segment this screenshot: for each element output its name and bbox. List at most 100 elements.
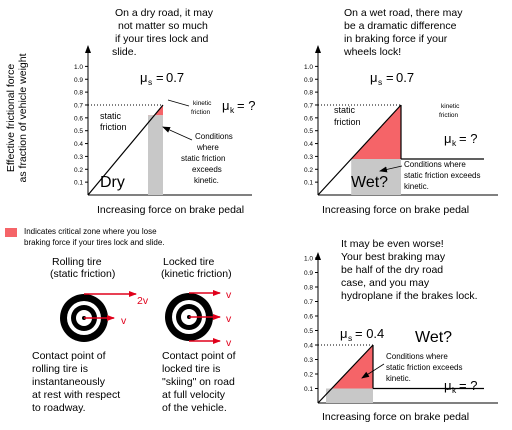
- wet-caption-line-2: be a dramatic difference: [344, 20, 457, 32]
- wet-tick-label: 0.2: [304, 167, 313, 174]
- dry-caption-line-4: slide.: [112, 46, 137, 58]
- dry-x-axis-label: Increasing force on brake pedal: [97, 204, 244, 216]
- wet-road-chart: On a wet road, there may be a dramatic d…: [304, 7, 498, 216]
- worse-case-chart: It may be even worse! Your best braking …: [304, 238, 498, 423]
- dry-tick-label: 0.5: [74, 128, 83, 135]
- wet-conditions-line-3: kinetic.: [404, 182, 429, 191]
- wet-conditions-line-2: static friction exceeds: [404, 171, 480, 180]
- worse-tick-label: 0.4: [304, 343, 313, 350]
- dry-tick-label: 0.9: [74, 77, 83, 84]
- legend-line-2: braking force if your tires lock and sli…: [24, 238, 165, 247]
- dry-conditions-line-2: where: [196, 143, 219, 152]
- worse-static-line: [317, 344, 374, 404]
- dry-tick-label: 0.6: [74, 115, 83, 122]
- legend-swatch: [5, 228, 17, 237]
- worse-mu-s-subscript: s: [348, 333, 352, 343]
- wet-axes: [315, 45, 498, 196]
- dry-mu-s-value: 0.7: [166, 70, 184, 85]
- dry-conditions-line-4: exceeds: [192, 165, 222, 174]
- dry-mu-s-equals: =: [156, 70, 164, 85]
- worse-tick-label: 0.1: [304, 386, 313, 393]
- worse-mu-k-symbol: μ: [444, 378, 452, 393]
- dry-caption-line-1: On a dry road, it may: [115, 7, 214, 19]
- worse-tick-label: 1.0: [304, 256, 313, 263]
- wet-tick-label: 1.0: [304, 64, 313, 71]
- worse-tick-label: 0.5: [304, 328, 313, 335]
- worse-tick-label: 0.7: [304, 299, 313, 306]
- dry-conditions-arrow: [162, 126, 193, 141]
- rolling-top-velocity-label: 2v: [137, 295, 149, 307]
- wet-caption-line-3: in braking force if your: [344, 33, 448, 45]
- wet-tick-label: 0.7: [304, 102, 313, 109]
- dry-conditions-line-5: kinetic.: [194, 176, 219, 185]
- legend-line-1: Indicates critical zone where you lose: [24, 227, 157, 236]
- dry-caption-line-3: if your tires lock and: [115, 33, 209, 45]
- locked-caption-line-5: of the vehicle.: [162, 402, 227, 414]
- worse-tick-label: 0.2: [304, 372, 313, 379]
- dry-tick-label: 0.2: [74, 167, 83, 174]
- locked-caption-line-3: "skiing" on road: [162, 376, 235, 388]
- dry-static-label-line-1: static: [100, 111, 122, 121]
- worse-caption-line-1: It may be even worse!: [341, 238, 444, 250]
- wet-kinetic-label-line-1: kinetic: [441, 103, 460, 110]
- worse-x-axis-label: Increasing force on brake pedal: [322, 411, 469, 423]
- wet-mu-s-subscript: s: [378, 77, 382, 87]
- worse-mu-k-value: = ?: [459, 378, 477, 393]
- dry-tick-label: 0.4: [74, 141, 83, 148]
- wet-static-label-line-1: static: [334, 105, 356, 115]
- dry-kinetic-leader: [167, 99, 190, 107]
- locked-center-velocity-label: v: [226, 313, 232, 325]
- dry-kinetic-label-line-1: kinetic: [193, 100, 212, 107]
- worse-conditions-arrow: [361, 363, 385, 379]
- worse-caption-line-4: case, and you may: [341, 277, 430, 289]
- rolling-caption-line-1: Contact point of: [32, 350, 106, 362]
- rolling-caption-line-4: at rest with respect: [32, 389, 120, 401]
- rolling-title-line-2: (static friction): [50, 268, 115, 280]
- dry-conditions-line-3: static friction: [181, 154, 225, 163]
- worse-overlap-box: [326, 388, 373, 403]
- dry-tick-label: 0.1: [74, 180, 83, 187]
- wet-mu-k-subscript: k: [452, 138, 457, 148]
- locked-caption-line-4: at full velocity: [162, 389, 226, 401]
- wet-static-line: [317, 104, 402, 196]
- dry-mu-k-label: μ k = ?: [222, 98, 255, 115]
- worse-tick-label: 0.8: [304, 285, 313, 292]
- dry-static-label-line-2: friction: [100, 122, 127, 132]
- dry-road-label: Dry: [100, 174, 125, 191]
- wet-mu-s-value: 0.7: [396, 70, 414, 85]
- wet-mu-s-label: μ s = 0.7: [370, 70, 414, 87]
- rolling-caption-line-5: to roadway.: [32, 402, 86, 414]
- locked-bottom-velocity-label: v: [226, 337, 232, 349]
- worse-conditions-line-3: kinetic.: [386, 374, 411, 383]
- worse-caption-line-2: Your best braking may: [341, 251, 446, 263]
- wet-caption-line-4: wheels lock!: [343, 46, 401, 58]
- wet-static-label-line-2: friction: [334, 117, 361, 127]
- wet-tick-label: 0.3: [304, 154, 313, 161]
- worse-caption-line-3: be half of the dry road: [341, 264, 443, 276]
- worse-conditions-line-2: static friction exceeds: [386, 363, 462, 372]
- dry-axes: [85, 45, 252, 196]
- wet-kinetic-label-line-2: friction: [439, 112, 459, 119]
- wet-caption-line-1: On a wet road, there may: [344, 7, 463, 19]
- rolling-tire-panel: Rolling tire (static friction) 2v v Cont…: [32, 256, 149, 414]
- worse-tick-label: 0.3: [304, 357, 313, 364]
- wet-tick-label: 0.8: [304, 90, 313, 97]
- wet-x-axis-label: Increasing force on brake pedal: [322, 204, 469, 216]
- dry-mu-k-subscript: k: [230, 105, 235, 115]
- worse-mu-k-subscript: k: [452, 385, 457, 395]
- locked-top-velocity-label: v: [226, 289, 232, 301]
- dry-mu-s-symbol: μ: [140, 70, 148, 85]
- locked-caption-line-1: Contact point of: [162, 350, 236, 362]
- wet-mu-s-symbol: μ: [370, 70, 378, 85]
- dry-tick-label: 1.0: [74, 64, 83, 71]
- locked-tire-panel: Locked tire (kinetic friction) v v v Con…: [161, 256, 236, 414]
- wet-tick-label: 0.5: [304, 128, 313, 135]
- dry-mu-s-subscript: s: [148, 77, 152, 87]
- worse-tick-label: 0.9: [304, 270, 313, 277]
- wet-overlap-box: [351, 158, 401, 195]
- worse-mu-s-value: = 0.4: [355, 326, 384, 341]
- wet-mu-s-equals: =: [386, 70, 394, 85]
- dry-mu-s-label: μ s = 0.7: [140, 70, 184, 87]
- locked-caption-line-2: locked tire is: [162, 363, 220, 375]
